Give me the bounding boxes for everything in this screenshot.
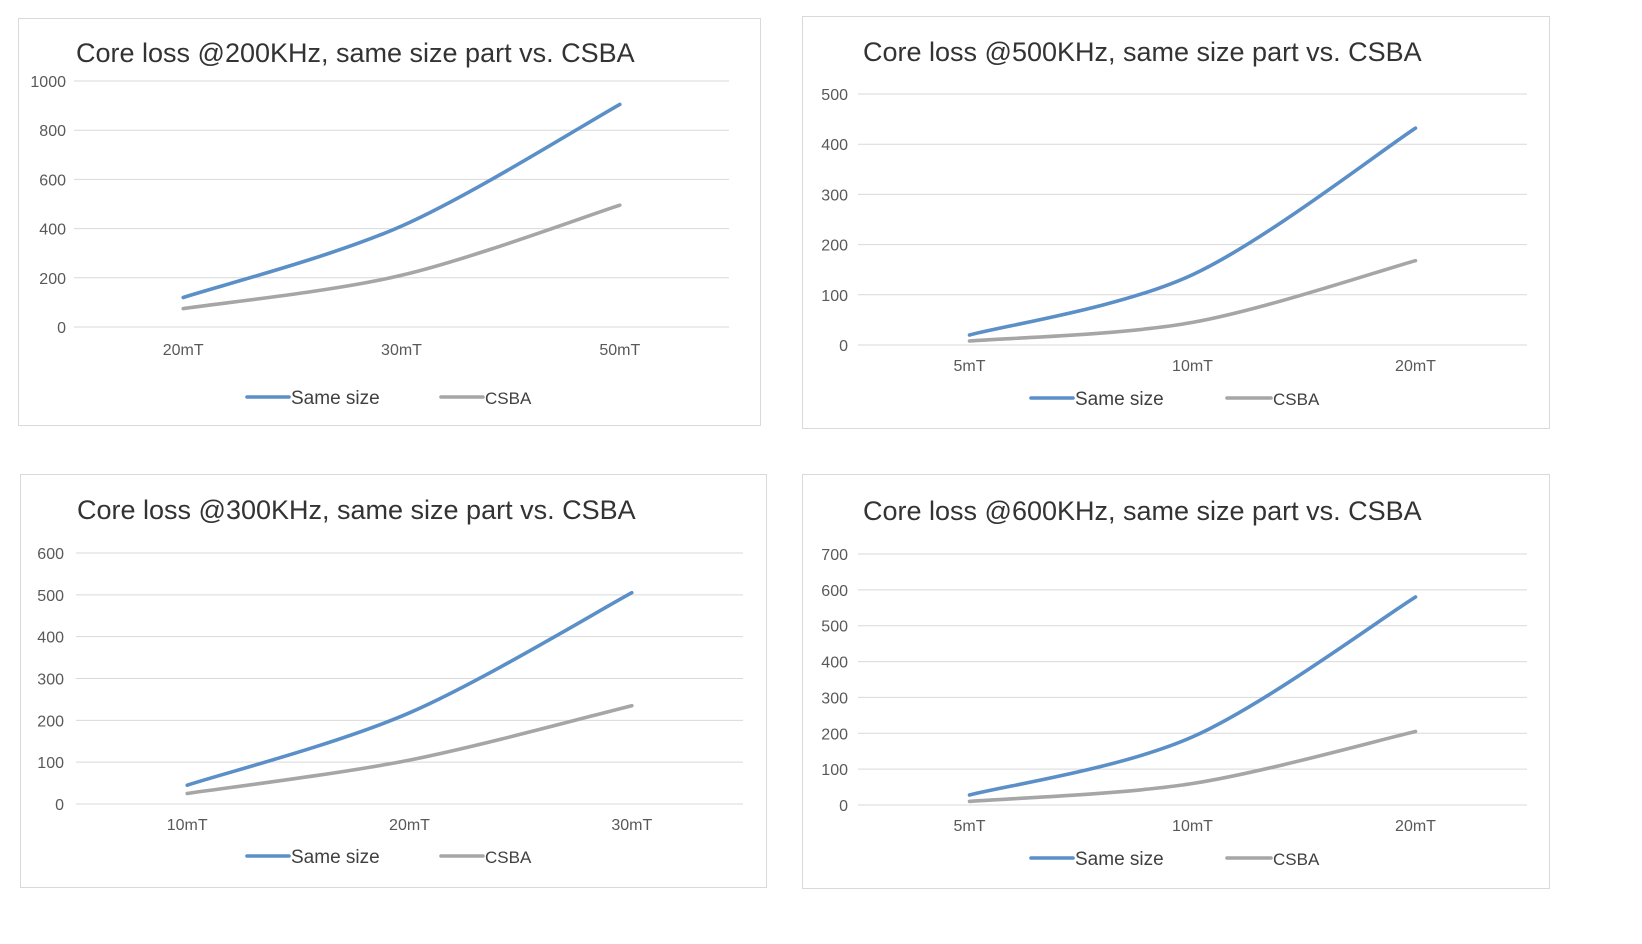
y-tick-label: 300 [37,672,64,689]
y-tick-label: 800 [39,123,66,140]
x-tick-label: 20mT [1395,818,1436,835]
y-tick-label: 500 [821,619,848,636]
y-tick-label: 200 [39,271,66,288]
x-tick-label: 20mT [163,342,204,359]
y-tick-label: 400 [37,630,64,647]
chart-panel-200khz: Core loss @200KHz, same size part vs. CS… [18,18,761,426]
x-tick-label: 5mT [954,818,986,835]
y-tick-label: 600 [37,546,64,563]
legend-label: Same size [291,847,380,868]
series-line-csba [181,203,622,311]
y-tick-label: 600 [821,583,848,600]
chart-title: Core loss @200KHz, same size part vs. CS… [76,38,635,68]
legend-label: CSBA [1273,850,1320,869]
series-line-csba [967,258,1418,343]
chart-title: Core loss @500KHz, same size part vs. CS… [863,37,1422,67]
y-tick-label: 200 [37,713,64,730]
series-line-same-size [185,590,634,787]
x-tick-label: 10mT [1172,358,1213,375]
legend-label: CSBA [485,389,532,408]
chart-panel-300khz: Core loss @300KHz, same size part vs. CS… [20,474,767,888]
y-tick-label: 400 [821,655,848,672]
chart-title: Core loss @300KHz, same size part vs. CS… [77,495,636,525]
y-tick-label: 100 [821,288,848,305]
x-tick-label: 30mT [611,817,652,834]
x-tick-label: 50mT [599,342,640,359]
series-line-same-size [181,102,622,300]
y-tick-label: 300 [821,690,848,707]
chart-title: Core loss @600KHz, same size part vs. CS… [863,496,1422,526]
y-tick-label: 200 [821,726,848,743]
x-tick-label: 20mT [1395,358,1436,375]
y-tick-label: 600 [39,172,66,189]
x-tick-label: 20mT [389,817,430,834]
chart-panel-500khz: Core loss @500KHz, same size part vs. CS… [802,16,1550,429]
y-tick-label: 700 [821,547,848,564]
y-tick-label: 400 [39,222,66,239]
series-line-same-size [967,595,1418,797]
line-chart: Core loss @500KHz, same size part vs. CS… [821,37,1527,410]
y-tick-label: 300 [821,187,848,204]
legend-label: CSBA [1273,390,1320,409]
legend-label: Same size [1075,849,1164,870]
y-tick-label: 1000 [30,74,66,91]
y-tick-label: 500 [37,588,64,605]
series-line-same-size [967,126,1418,337]
y-tick-label: 100 [821,762,848,779]
x-tick-label: 10mT [1172,818,1213,835]
line-chart: Core loss @300KHz, same size part vs. CS… [37,495,743,868]
line-chart: Core loss @200KHz, same size part vs. CS… [30,38,729,409]
legend-label: CSBA [485,848,532,867]
series-line-csba [185,703,634,796]
y-tick-label: 500 [821,87,848,104]
x-tick-label: 5mT [954,358,986,375]
y-tick-label: 0 [57,320,66,337]
y-tick-label: 400 [821,137,848,154]
y-tick-label: 0 [839,338,848,355]
legend-label: Same size [291,388,380,409]
y-tick-label: 0 [839,798,848,815]
legend-label: Same size [1075,389,1164,410]
y-tick-label: 200 [821,238,848,255]
series-line-csba [967,729,1418,804]
y-tick-label: 100 [37,755,64,772]
line-chart: Core loss @600KHz, same size part vs. CS… [821,496,1527,870]
y-tick-label: 0 [55,797,64,814]
chart-panel-600khz: Core loss @600KHz, same size part vs. CS… [802,474,1550,889]
x-tick-label: 30mT [381,342,422,359]
x-tick-label: 10mT [167,817,208,834]
